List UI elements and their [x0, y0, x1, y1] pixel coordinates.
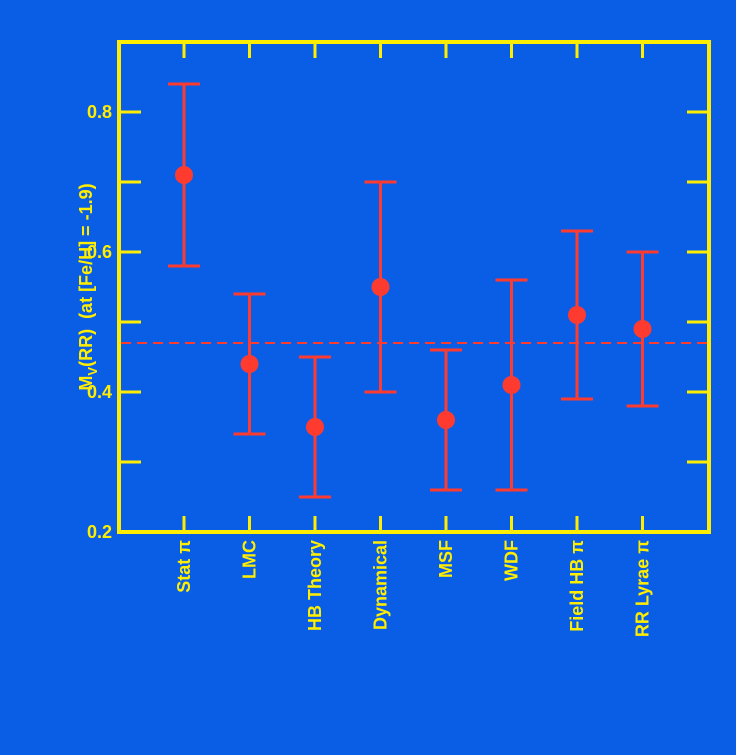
- y-tick-label: 0.2: [87, 522, 112, 542]
- y-tick-label: 0.6: [87, 242, 112, 262]
- plot-frame: [117, 40, 711, 534]
- data-point: [240, 355, 259, 373]
- x-category-label: Dynamical: [371, 540, 391, 630]
- data-point: [175, 166, 193, 184]
- x-category-label: HB Theory: [305, 540, 325, 631]
- data-point: [306, 418, 324, 436]
- x-category-label: Stat π: [174, 540, 194, 593]
- x-category-label: RR Lyrae π: [633, 540, 653, 637]
- y-axis-title: MV(RR) (at [Fe/H] = -1.9): [76, 183, 100, 390]
- y-tick-label: 0.8: [87, 102, 112, 122]
- x-category-label: LMC: [240, 540, 260, 579]
- y-tick-label: 0.4: [87, 382, 112, 402]
- y-axis-title-rest: (RR) (at [Fe/H] = -1.9): [76, 183, 96, 367]
- x-category-label: MSF: [436, 540, 456, 578]
- data-markers: [175, 166, 652, 436]
- data-point: [568, 306, 586, 324]
- data-point: [633, 320, 652, 338]
- data-point: [502, 376, 521, 394]
- x-category-label: WDF: [502, 540, 522, 581]
- data-point: [371, 278, 390, 296]
- y-axis-title-main: M: [76, 376, 96, 391]
- x-category-label: Field HB π: [567, 540, 587, 632]
- y-axis-tick-labels: 0.2 0.4 0.6 0.8: [87, 102, 112, 542]
- y-axis-ticks: [119, 110, 709, 534]
- error-bars: [168, 82, 659, 499]
- data-point: [437, 411, 455, 429]
- x-axis-ticks: [182, 42, 644, 532]
- x-axis-category-labels: Stat π LMC HB Theory Dynamical MSF WDF Field H…: [174, 540, 653, 637]
- y-axis-title-subscript: V: [85, 367, 100, 376]
